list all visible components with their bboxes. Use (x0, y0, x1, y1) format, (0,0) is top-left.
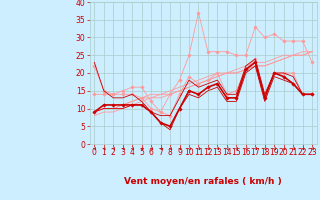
X-axis label: Vent moyen/en rafales ( km/h ): Vent moyen/en rafales ( km/h ) (124, 177, 282, 186)
